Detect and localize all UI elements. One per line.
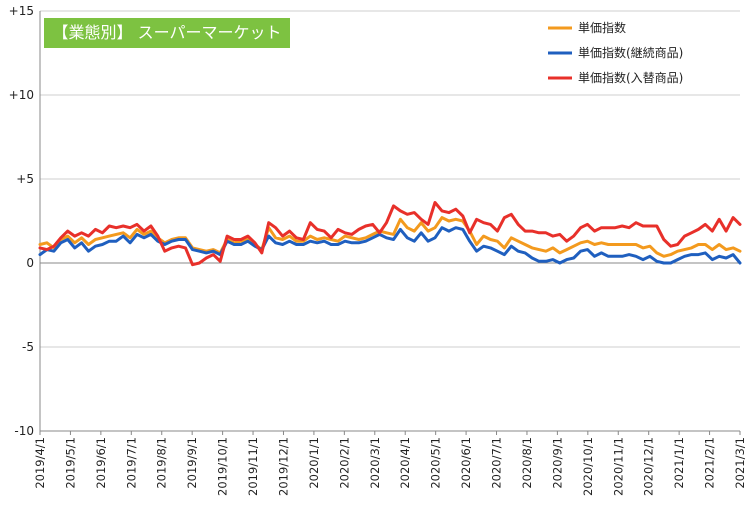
- x-tick-label: 2020/6/1: [459, 437, 473, 489]
- x-tick-label: 2019/7/1: [124, 437, 138, 489]
- x-tick-label: 2019/11/1: [246, 437, 260, 496]
- x-tick-label: 2019/5/1: [63, 437, 77, 489]
- axes: -10 -5 0 +5 +10 +15 2019/4/1 2019/5/1 2019/6/1 20…: [9, 4, 745, 496]
- legend-label: 単価指数: [578, 20, 626, 35]
- x-tick-label: 2019/9/1: [185, 437, 199, 489]
- x-tick-label: 2019/4/1: [33, 437, 47, 489]
- series-lines: [38, 201, 742, 267]
- x-tick-label: 2020/7/1: [490, 437, 504, 489]
- legend-label: 単価指数(継続商品): [578, 45, 683, 60]
- x-tick-label: 2020/1/1: [307, 437, 321, 489]
- series-line: [38, 226, 742, 265]
- y-tick-label: +15: [9, 4, 34, 18]
- legend-label: 単価指数(入替商品): [578, 70, 683, 85]
- x-tick-label: 2019/6/1: [94, 437, 108, 489]
- y-tick-label: 0: [26, 256, 34, 270]
- y-tick-label: +5: [16, 172, 34, 186]
- x-tick-label: 2019/10/1: [216, 437, 230, 496]
- x-tick-label: 2020/10/1: [581, 437, 595, 496]
- y-tick-label: -10: [14, 424, 34, 438]
- x-tick-label: 2020/8/1: [520, 437, 534, 489]
- x-tick-label: 2019/12/1: [276, 437, 290, 496]
- x-tick-label: 2019/8/1: [155, 437, 169, 489]
- x-tick-label: 2021/1/1: [672, 437, 686, 489]
- x-tick-label: 2020/9/1: [550, 437, 564, 489]
- x-tick-label: 2020/3/1: [368, 437, 382, 489]
- y-tick-label: +10: [9, 88, 34, 102]
- x-tick-label: 2020/2/1: [337, 437, 351, 489]
- series-line: [38, 201, 742, 267]
- chart-title: 【業態別】 スーパーマーケット: [44, 18, 290, 48]
- x-tick-label: 2021/3/1: [733, 437, 745, 489]
- y-tick-label: -5: [22, 340, 34, 354]
- x-tick-label: 2021/2/1: [703, 437, 717, 489]
- x-tick-label: 2020/5/1: [429, 437, 443, 489]
- x-tick-label: 2020/4/1: [398, 437, 412, 489]
- x-tick-label: 2020/11/1: [611, 437, 625, 496]
- x-tick-label: 2020/12/1: [642, 437, 656, 496]
